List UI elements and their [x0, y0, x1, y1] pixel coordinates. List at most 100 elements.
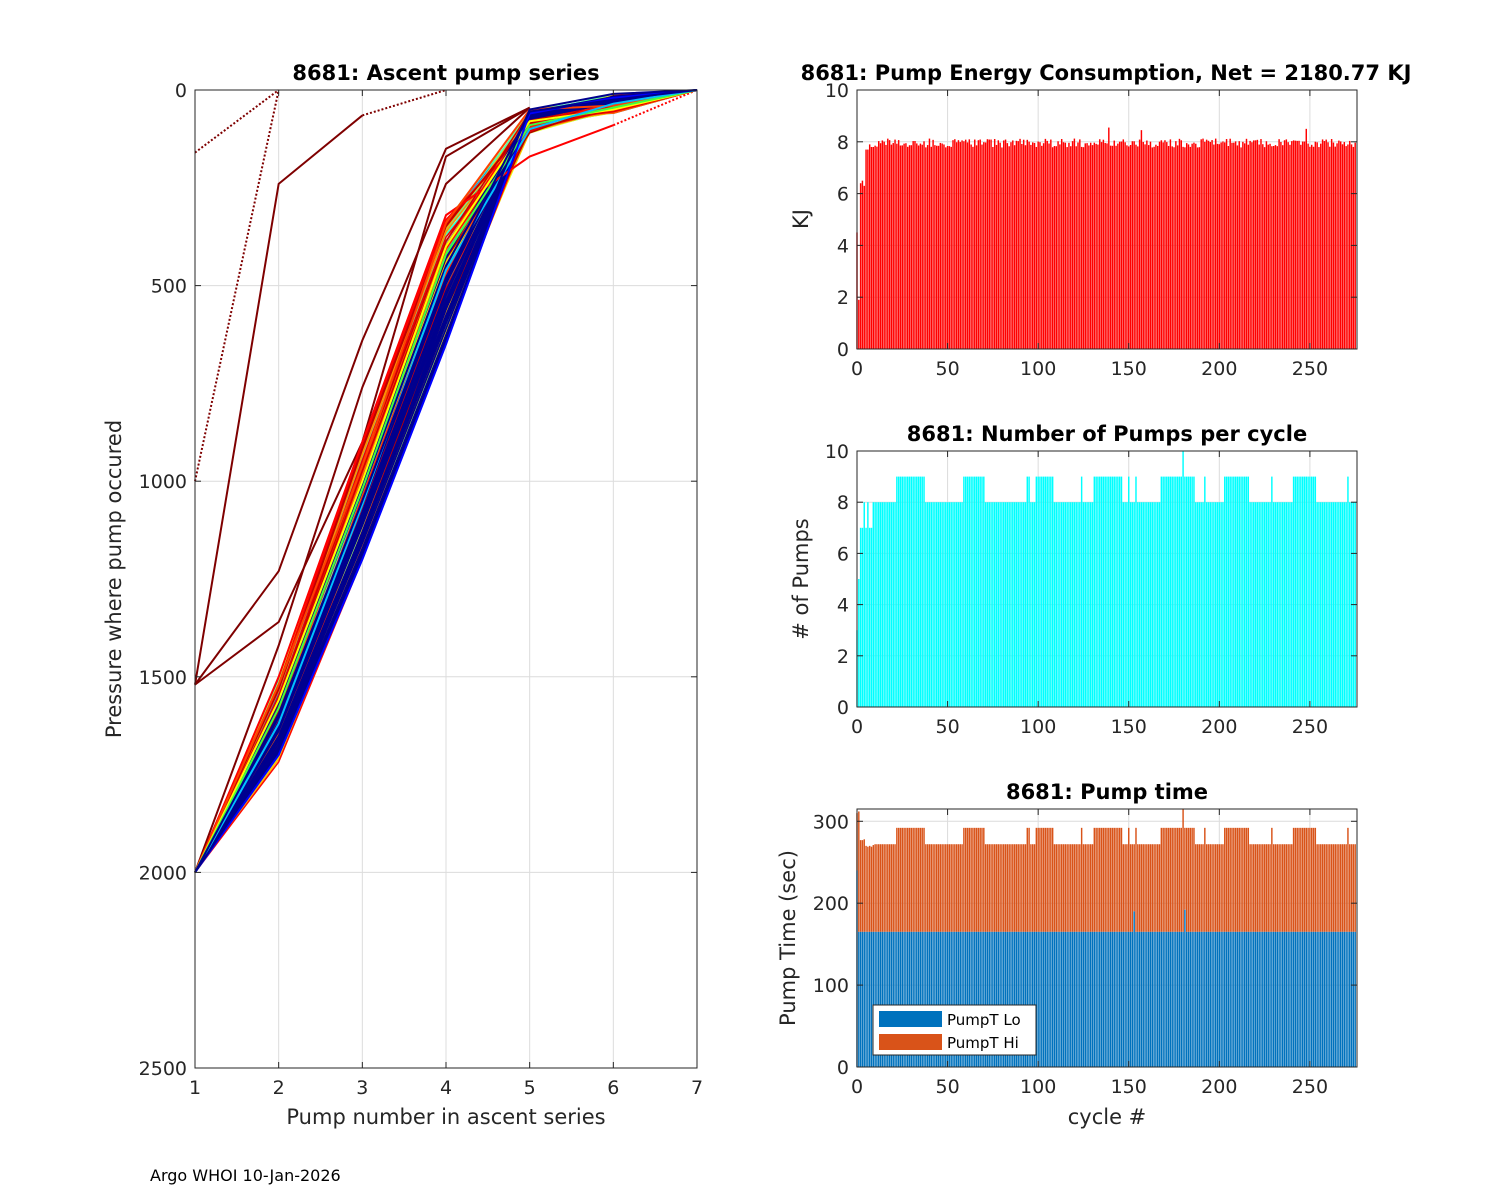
pumptime-bar-lo	[1224, 931, 1226, 1067]
pumptime-bar-lo	[1265, 931, 1268, 1067]
energy-bar	[1012, 140, 1014, 349]
energy-bar	[1222, 141, 1224, 349]
pumptime-bar-lo	[964, 931, 967, 1067]
energy-bar	[1068, 142, 1070, 349]
energy-bar	[1287, 142, 1289, 349]
pumptime-bar-lo	[955, 931, 958, 1067]
energy-bar	[1303, 141, 1306, 349]
energy-bar	[1142, 141, 1144, 349]
npumps-bar	[1117, 476, 1119, 707]
energy-bar	[1205, 139, 1208, 349]
npumps-ylabel: # of Pumps	[789, 518, 813, 640]
pumptime-bar-hi	[1254, 844, 1257, 932]
pumptime-bar-lo	[872, 931, 875, 1067]
energy-bar	[916, 143, 918, 349]
pumptime-bar-lo	[1010, 931, 1012, 1067]
ascent-title: 8681: Ascent pump series	[292, 61, 599, 85]
npumps-bar	[1095, 476, 1097, 707]
npumps-bar	[1182, 451, 1184, 707]
pumptime-bar-lo	[1352, 931, 1355, 1067]
energy-bar	[988, 139, 990, 349]
pumptime-bar-lo	[988, 931, 990, 1067]
npumps-ytick-label: 8	[837, 492, 849, 514]
pumptime-bar-hi	[990, 844, 992, 932]
energy-bar	[941, 143, 943, 349]
energy-bar	[1008, 146, 1010, 349]
pumptime-bar-hi	[1037, 827, 1039, 932]
pumptime-bar-hi	[1120, 827, 1123, 932]
energy-bar	[1321, 139, 1324, 349]
pumptime-bar-lo	[1329, 931, 1331, 1067]
pumptime-bar-hi	[1035, 827, 1038, 932]
pumptime-bar-lo	[858, 931, 860, 1067]
pumptime-bar-hi	[1220, 844, 1222, 932]
energy-bar	[992, 146, 994, 349]
pumptime-bar-lo	[1216, 931, 1219, 1067]
energy-bar	[939, 142, 942, 349]
pumptime-bar-hi	[934, 844, 936, 932]
npumps-ytick-label: 4	[837, 595, 849, 617]
pumptime-bar-hi	[1216, 844, 1219, 932]
energy-bar	[888, 140, 891, 349]
pumptime-bar-lo	[1285, 931, 1288, 1067]
pumptime-bar-hi	[1109, 827, 1112, 932]
energy-bar	[932, 139, 934, 349]
npumps-bar	[1046, 476, 1048, 707]
npumps-bar	[878, 502, 880, 707]
pumptime-bar-hi	[1118, 827, 1121, 932]
pumptime-bar-lo	[1026, 931, 1029, 1067]
pumptime-bar-lo	[1070, 931, 1072, 1067]
npumps-bar	[1180, 476, 1182, 707]
npumps-bar	[1171, 476, 1173, 707]
npumps-bar	[1218, 502, 1221, 707]
pumptime-bar-hi	[1283, 844, 1286, 932]
pumptime-bar-lo	[1095, 931, 1097, 1067]
npumps-bar	[1158, 502, 1161, 707]
pumptime-bar-hi	[1013, 844, 1016, 932]
pumptime-bar-hi	[1066, 844, 1068, 932]
pumptime-bar-lo	[979, 931, 981, 1067]
energy-bar	[1042, 143, 1045, 349]
energy-bar	[1336, 143, 1338, 349]
npumps-ytick-label: 0	[837, 697, 849, 719]
energy-bar	[970, 144, 972, 349]
pumptime-bar-lo	[1158, 931, 1161, 1067]
npumps-bar	[979, 476, 981, 707]
pumptime-bar-lo	[881, 931, 884, 1067]
pumptime-bar-hi	[1046, 827, 1048, 932]
pumptime-bar-hi	[1142, 844, 1144, 932]
pumptime-bar-lo	[903, 931, 905, 1067]
pumptime-bar-hi	[948, 844, 951, 932]
npumps-bar	[1336, 502, 1338, 707]
pumptime-bar-lo	[1236, 931, 1239, 1067]
pumptime-bar-lo	[1211, 931, 1213, 1067]
npumps-bar	[1309, 476, 1311, 707]
pumptime-bar-lo	[912, 931, 914, 1067]
energy-bar	[1184, 147, 1186, 349]
energy-bar	[1006, 143, 1009, 349]
pumptime-bar-lo	[1200, 931, 1202, 1067]
pumptime-bar-hi	[1176, 827, 1179, 932]
pumptime-bar-hi	[1033, 844, 1036, 932]
npumps-bar	[890, 502, 893, 707]
pumptime-ytick-label: 200	[813, 893, 849, 915]
energy-bar	[1104, 142, 1106, 349]
npumps-bar	[1100, 476, 1103, 707]
energy-bar	[1109, 145, 1112, 349]
energy-bar	[945, 147, 947, 349]
pumptime-bar-lo	[1015, 931, 1018, 1067]
pumptime-bar-hi	[919, 827, 922, 932]
pumptime-bar-lo	[1142, 931, 1144, 1067]
pumptime-bar-lo	[1234, 931, 1237, 1067]
pumptime-bar-lo	[1180, 931, 1182, 1067]
pumptime-bar-hi	[1309, 827, 1311, 932]
energy-bar	[901, 145, 904, 349]
npumps-bar	[912, 476, 914, 707]
pumptime-bar-hi	[1055, 844, 1057, 932]
pumptime-bar-hi	[1164, 827, 1166, 932]
pumptime-bar-hi	[1318, 844, 1320, 932]
pumptime-bar-lo	[1207, 931, 1210, 1067]
pumptime-bar-lo	[905, 931, 907, 1067]
pumptime-bar-hi	[1245, 827, 1248, 932]
npumps-bar	[941, 502, 943, 707]
